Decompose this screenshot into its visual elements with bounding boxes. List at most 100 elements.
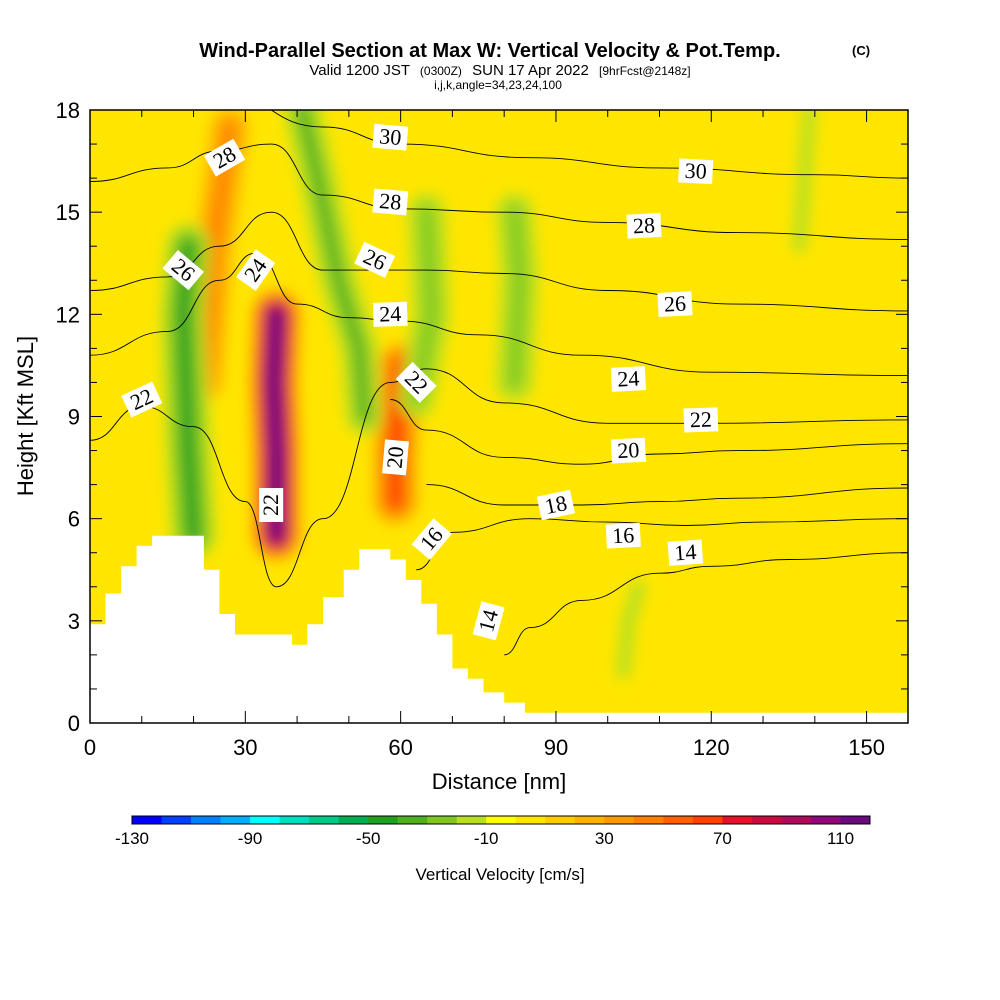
contour-label-background	[203, 138, 246, 177]
x-tick-label-60: 60	[388, 735, 412, 760]
colorbar-swatch-17	[633, 816, 664, 824]
chart-indices: i,j,k,angle=34,23,24,100	[434, 78, 562, 92]
y-tick-label-18: 18	[56, 98, 80, 123]
colorbar-swatch-1	[161, 816, 192, 824]
colorbar-tick-label-1: -90	[238, 829, 263, 848]
colorbar-tick-label-6: 110	[827, 829, 854, 848]
colorbar-swatch-7	[338, 816, 369, 824]
contour-label-text: 18	[542, 490, 569, 519]
colorbar-swatch-21	[751, 816, 782, 824]
colorbar-swatch-23	[810, 816, 841, 824]
contour-label-background	[536, 489, 576, 521]
contour-label-text: 28	[632, 212, 655, 238]
contour-label-30-2: 30	[678, 158, 714, 185]
theta-contour-18-2	[426, 484, 908, 506]
y-axis-label: Height [Kft MSL]	[13, 336, 38, 496]
x-axis-label: Distance [nm]	[432, 769, 567, 794]
subtitle-forecast: [9hrFcst@2148z]	[599, 64, 691, 78]
contour-label-28-4: 28	[626, 212, 662, 239]
contour-label-background	[472, 601, 505, 641]
contour-label-background	[372, 123, 409, 151]
colorbar-swatch-13	[515, 816, 546, 824]
contour-label-background	[162, 249, 204, 291]
colorbar-swatch-2	[191, 816, 222, 824]
colorbar-tick-label-2: -50	[356, 829, 381, 848]
colorbar-tick-label-0: -130	[115, 829, 149, 848]
theta-contour-22-4	[90, 368, 908, 588]
w-ridge-8-band-1	[792, 110, 817, 254]
contour-label-text: 26	[663, 291, 686, 317]
colorbar-tick-label-3: -10	[474, 829, 499, 848]
contour-label-text: 30	[684, 158, 707, 184]
contour-label-text: 24	[379, 301, 402, 327]
colorbar-swatch-14	[545, 816, 576, 824]
contour-label-background	[683, 407, 719, 433]
w-ridge-7-band-1	[616, 579, 646, 679]
colorbar-swatch-19	[692, 816, 723, 824]
colorbar-swatch-4	[250, 816, 281, 824]
y-tick-label-6: 6	[68, 507, 80, 532]
y-tick-label-9: 9	[68, 405, 80, 430]
subtitle-valid-time: Valid 1200 JST	[309, 62, 409, 79]
contour-label-text: 30	[378, 123, 402, 150]
w-ridge-1-band-3	[388, 358, 408, 509]
contour-label-16-19: 16	[605, 522, 641, 549]
x-tick-label-0: 0	[84, 735, 96, 760]
contour-label-background	[121, 381, 163, 418]
contour-label-20-15: 20	[610, 437, 647, 464]
contour-label-background	[667, 539, 704, 566]
colorbar-swatch-15	[574, 816, 605, 824]
x-tick-label-90: 90	[544, 735, 568, 760]
contour-label-background	[382, 439, 409, 476]
contour-label-background	[610, 437, 647, 464]
theta-contour-20-3	[390, 399, 908, 465]
contour-label-text: 16	[612, 522, 635, 548]
contour-label-background	[259, 488, 284, 522]
contour-label-24-10: 24	[610, 365, 647, 392]
contour-label-30-1: 30	[372, 123, 409, 151]
contour-label-20-14: 20	[382, 439, 409, 476]
colorbar-swatch-24	[840, 816, 871, 824]
plot-area	[90, 110, 908, 723]
chart-subtitle: Valid 1200 JST (0300Z) SUN 17 Apr 2022 […	[309, 62, 690, 79]
x-tick-label-30: 30	[233, 735, 257, 760]
w-ridge-4-band-2	[295, 110, 372, 424]
colorbar-frame	[131, 815, 871, 825]
contour-label-background	[236, 249, 276, 291]
contour-label-text: 14	[674, 539, 698, 565]
contour-label-background	[372, 301, 408, 327]
y-tick-label-15: 15	[56, 200, 80, 225]
axis-ticks: 0 30 60 90 120 150 0 3 6 9 12 15 18	[56, 98, 908, 760]
colorbar-swatch-20	[722, 816, 753, 824]
x-tick-label-150: 150	[848, 735, 885, 760]
colorbar-swatch-8	[368, 816, 399, 824]
contour-label-background	[354, 241, 396, 278]
contour-label-text: 22	[689, 407, 712, 433]
subtitle-date: SUN 17 Apr 2022	[472, 62, 589, 79]
terrain-fill	[90, 535, 908, 723]
w-ridge-6-band-2	[507, 205, 527, 390]
y-tick-label-3: 3	[68, 609, 80, 634]
colorbar-swatch-5	[279, 816, 310, 824]
colorbar-swatch-11	[456, 816, 487, 824]
contour-label-background	[626, 212, 662, 239]
contour-label-14-21: 14	[472, 601, 505, 641]
colorbar-swatch-6	[309, 816, 340, 824]
contour-label-14-20: 14	[667, 539, 704, 566]
contour-label-background	[395, 361, 437, 403]
contour-label-22-13: 22	[683, 407, 719, 433]
title-copyright-mark: (C)	[852, 43, 870, 58]
contour-label-background	[605, 522, 641, 549]
y-tick-label-12: 12	[56, 302, 80, 327]
contour-label-text: 20	[617, 437, 640, 463]
contour-label-26-8: 26	[657, 291, 693, 317]
theta-contour-30-8	[90, 110, 908, 179]
contour-label-background	[657, 291, 693, 317]
colorbar-tick-label-5: 70	[713, 829, 732, 848]
theta-contour-26-6	[90, 211, 908, 312]
colorbar-tick-label-4: 30	[595, 829, 614, 848]
contour-label-28-3: 28	[372, 188, 409, 216]
x-tick-label-120: 120	[693, 735, 730, 760]
colorbar-swatch-12	[486, 816, 517, 824]
contour-label-24-9: 24	[372, 301, 408, 327]
